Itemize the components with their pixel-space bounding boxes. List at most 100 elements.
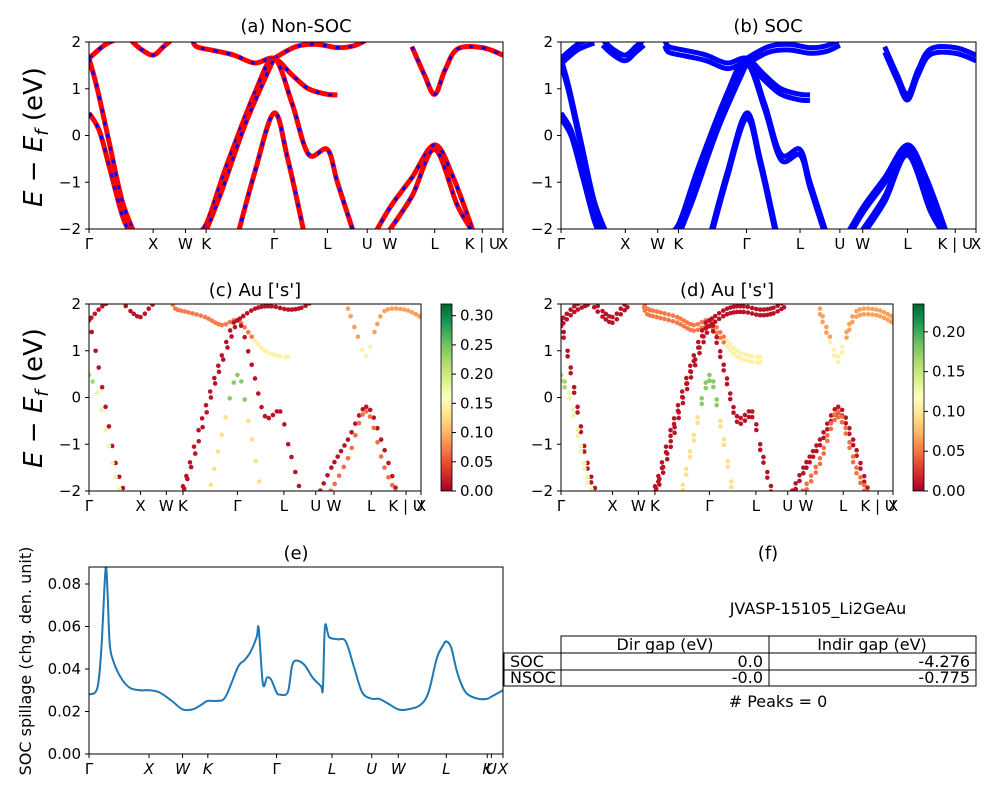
projected-state-point xyxy=(96,307,101,312)
projected-state-point xyxy=(850,442,856,448)
projected-state-point xyxy=(699,401,705,407)
projected-state-point xyxy=(571,390,577,396)
projected-state-point xyxy=(375,425,380,431)
x-tick-label: K xyxy=(203,760,214,778)
x-tick-label: W xyxy=(159,497,174,515)
projected-state-point xyxy=(386,474,391,480)
projected-state-point xyxy=(813,470,819,475)
x-tick-label: K | U xyxy=(465,235,500,253)
projected-state-point xyxy=(714,402,720,408)
projected-state-point xyxy=(561,323,564,329)
projected-state-point xyxy=(890,320,893,325)
colorbar-tick-label: 0.25 xyxy=(460,336,493,354)
projected-state-point xyxy=(688,369,694,375)
gap-table-header-dir: Dir gap (eV) xyxy=(617,635,714,654)
projected-state-point xyxy=(684,375,689,381)
soc-band-line-split xyxy=(710,116,778,229)
projected-state-point xyxy=(801,470,806,476)
y-tick-label: 0.02 xyxy=(48,703,81,721)
projected-state-point xyxy=(828,426,834,432)
projected-state-point xyxy=(793,481,798,486)
projected-state-point xyxy=(198,313,204,318)
projected-state-point xyxy=(591,304,597,310)
projected-state-point xyxy=(749,414,755,420)
projected-state-point xyxy=(571,413,576,418)
projected-state-point xyxy=(727,347,733,353)
projected-state-point xyxy=(757,354,763,360)
projected-state-point xyxy=(239,379,244,384)
projected-state-point xyxy=(797,478,802,484)
projected-state-point xyxy=(318,488,323,491)
projected-state-point xyxy=(680,488,686,491)
projected-state-point xyxy=(662,311,667,316)
projected-state-point xyxy=(190,311,195,316)
projected-state-point xyxy=(881,315,887,321)
projected-state-point xyxy=(808,479,814,484)
projected-state-point xyxy=(695,420,700,426)
x-tick-label: Γ xyxy=(705,497,714,515)
projected-state-point xyxy=(103,304,109,307)
projected-state-point xyxy=(578,424,584,429)
projected-state-point xyxy=(349,445,355,451)
projected-state-point xyxy=(382,447,387,453)
soc-band-line-split xyxy=(561,42,596,66)
y-tick-label: 1 xyxy=(71,342,81,360)
projected-state-point xyxy=(775,304,780,309)
projected-state-point xyxy=(890,314,893,320)
projected-state-point xyxy=(721,368,726,373)
projected-state-point xyxy=(582,460,587,466)
projected-state-point xyxy=(742,418,748,423)
colorbar-tick-label: 0.05 xyxy=(932,442,965,460)
projected-state-point xyxy=(249,334,254,340)
projected-state-point xyxy=(219,353,225,358)
x-tick-label: Γ xyxy=(272,760,281,778)
projected-state-point xyxy=(858,466,863,471)
x-tick-label: L xyxy=(280,497,289,515)
panel-c-colorbar: 0.30 0.25 0.20 0.15 0.10 0.05 0.00 xyxy=(440,303,493,500)
panel-e-frame xyxy=(88,566,504,755)
nsoc-band-line xyxy=(409,44,503,97)
soc-band-line-split xyxy=(745,42,841,67)
peaks-count: # Peaks = 0 xyxy=(729,692,828,711)
projected-state-point xyxy=(850,319,855,325)
soc-band-line xyxy=(709,110,779,229)
projected-state-point xyxy=(738,350,744,356)
projected-state-point xyxy=(249,436,255,442)
projected-state-point xyxy=(683,472,689,477)
projected-state-point xyxy=(804,481,809,487)
gap-table-row-nsoc xyxy=(503,669,977,687)
projected-state-point xyxy=(721,334,726,340)
projected-state-point xyxy=(827,340,833,345)
projected-state-point xyxy=(844,335,849,340)
projected-state-point xyxy=(757,312,763,318)
panel-e-plot xyxy=(89,567,503,712)
projected-state-point xyxy=(714,340,719,346)
projected-state-point xyxy=(185,476,190,482)
soc-band-line-split xyxy=(678,62,749,229)
projected-state-point xyxy=(717,330,723,335)
projected-state-point xyxy=(653,486,659,491)
colorbar-tick-label: 0.10 xyxy=(460,424,493,442)
projected-state-point xyxy=(595,309,601,314)
x-tick-label: Γ xyxy=(85,760,94,778)
x-tick-label: X xyxy=(971,235,981,253)
projected-state-point xyxy=(745,310,751,315)
projected-state-point xyxy=(865,311,871,317)
y-tick-label: 0 xyxy=(543,127,553,145)
x-tick-label: L xyxy=(796,235,805,253)
projected-state-point xyxy=(825,421,830,426)
projected-state-point xyxy=(804,465,809,470)
panel-e: (e) Γ X W K Γ L U W L KU X0.080.060.040.020.00 SOC… xyxy=(16,543,509,778)
projected-state-point xyxy=(249,362,254,368)
projected-state-point xyxy=(704,330,710,336)
projected-state-point xyxy=(664,456,670,462)
projected-state-point xyxy=(850,459,856,465)
projected-state-point xyxy=(867,490,868,491)
projected-state-point xyxy=(858,460,863,466)
projected-state-point xyxy=(668,433,673,439)
colorbar-tick-label: 0.00 xyxy=(932,482,965,500)
soc-band-line xyxy=(662,42,811,98)
projected-state-point xyxy=(779,304,784,306)
projected-state-point xyxy=(870,312,875,317)
